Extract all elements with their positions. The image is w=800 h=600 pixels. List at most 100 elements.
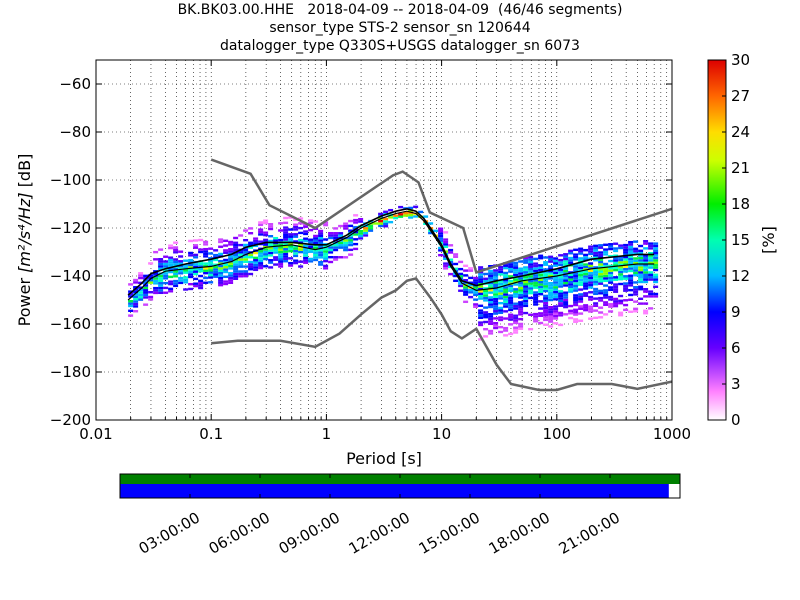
heatmap-cell [623, 308, 629, 312]
heatmap-cell [443, 245, 449, 248]
heatmap-cell [563, 253, 569, 256]
heatmap-cell [493, 305, 499, 308]
heatmap-cell [213, 253, 219, 257]
heatmap-cell [643, 247, 649, 250]
heatmap-cell [308, 245, 314, 249]
heatmap-cell [503, 281, 509, 284]
heatmap-cell [208, 273, 214, 277]
heatmap-cell [168, 268, 174, 271]
heatmap-cell [558, 297, 564, 300]
heatmap-cell [558, 280, 564, 283]
heatmap-cell [513, 304, 519, 308]
heatmap-cell [643, 273, 649, 276]
heatmap-cell [323, 255, 329, 258]
heatmap-cell [608, 281, 614, 284]
heatmap-cell [218, 271, 224, 275]
heatmap-cell [653, 242, 659, 245]
heatmap-cell [298, 243, 304, 247]
heatmap-cell [288, 247, 294, 250]
heatmap-cell [493, 317, 499, 320]
heatmap-cell [503, 334, 509, 337]
heatmap-cell [568, 256, 574, 260]
heatmap-cell [378, 224, 384, 228]
heatmap-cell [443, 257, 449, 260]
heatmap-cell [503, 274, 509, 277]
heatmap-cell [543, 261, 549, 264]
heatmap-cell [613, 268, 619, 272]
heatmap-cell [178, 272, 184, 275]
heatmap-cell [493, 310, 499, 313]
heatmap-cell [458, 282, 464, 285]
heatmap-cell [138, 272, 144, 275]
heatmap-cell [198, 238, 204, 242]
heatmap-cell [593, 278, 599, 281]
heatmap-cell [623, 258, 629, 261]
heatmap-cell [533, 303, 539, 306]
heatmap-cell [578, 273, 584, 277]
heatmap-cell [553, 269, 559, 272]
heatmap-cell [543, 256, 549, 259]
heatmap-cell [598, 244, 604, 247]
heatmap-cell [573, 303, 579, 307]
heatmap-cell [248, 268, 254, 271]
heatmap-cell [188, 251, 194, 255]
heatmap-cell [608, 286, 614, 289]
heatmap-cell [288, 264, 294, 267]
heatmap-cell [548, 310, 554, 314]
heatmap-cell [268, 223, 274, 226]
heatmap-cell [438, 237, 444, 240]
heatmap-cell [183, 276, 189, 279]
heatmap-cell [583, 265, 589, 269]
heatmap-cell [568, 259, 574, 262]
heatmap-cell [633, 271, 639, 275]
heatmap-cell [568, 316, 574, 320]
heatmap-cell [308, 248, 314, 251]
heatmap-cell [268, 239, 274, 243]
heatmap-cell [548, 258, 554, 261]
heatmap-cell [508, 284, 514, 288]
heatmap-cell [623, 253, 629, 256]
heatmap-cell [128, 302, 134, 305]
heatmap-cell [238, 243, 244, 247]
heatmap-cell [548, 260, 554, 263]
heatmap-cell [548, 267, 554, 271]
heatmap-cell [558, 311, 564, 315]
heatmap-cell [483, 296, 489, 300]
x-tick-label: 1 [322, 425, 332, 443]
heatmap-cell [313, 220, 319, 223]
heatmap-cell [133, 298, 139, 301]
heatmap-cell [593, 266, 599, 269]
heatmap-cell [243, 274, 249, 278]
heatmap-cell [628, 288, 634, 292]
heatmap-cell [518, 284, 524, 287]
heatmap-cell [153, 272, 159, 275]
heatmap-cell [243, 260, 249, 263]
heatmap-cell [188, 254, 194, 257]
heatmap-cell [153, 279, 159, 283]
heatmap-cell [548, 291, 554, 295]
heatmap-cell [538, 307, 544, 310]
heatmap-cell [483, 277, 489, 280]
heatmap-cell [513, 316, 519, 320]
heatmap-cell [548, 306, 554, 309]
heatmap-cell [578, 319, 584, 322]
heatmap-cell [208, 252, 214, 255]
heatmap-cell [588, 276, 594, 280]
heatmap-cell [653, 261, 659, 264]
heatmap-cell [618, 268, 624, 271]
heatmap-cell [483, 311, 489, 314]
heatmap-cell [563, 296, 569, 299]
heatmap-cell [483, 320, 489, 324]
heatmap-cell [488, 315, 494, 318]
heatmap-cell [258, 230, 264, 234]
heatmap-cell [608, 264, 614, 268]
heatmap-cell [343, 222, 349, 225]
heatmap-cell [233, 246, 239, 249]
heatmap-cell [583, 253, 589, 257]
heatmap-cell [533, 291, 539, 294]
heatmap-cell [253, 261, 259, 264]
heatmap-cell [553, 259, 559, 263]
heatmap-cell [503, 266, 509, 270]
heatmap-cell [548, 270, 554, 273]
heatmap-cell [503, 271, 509, 275]
